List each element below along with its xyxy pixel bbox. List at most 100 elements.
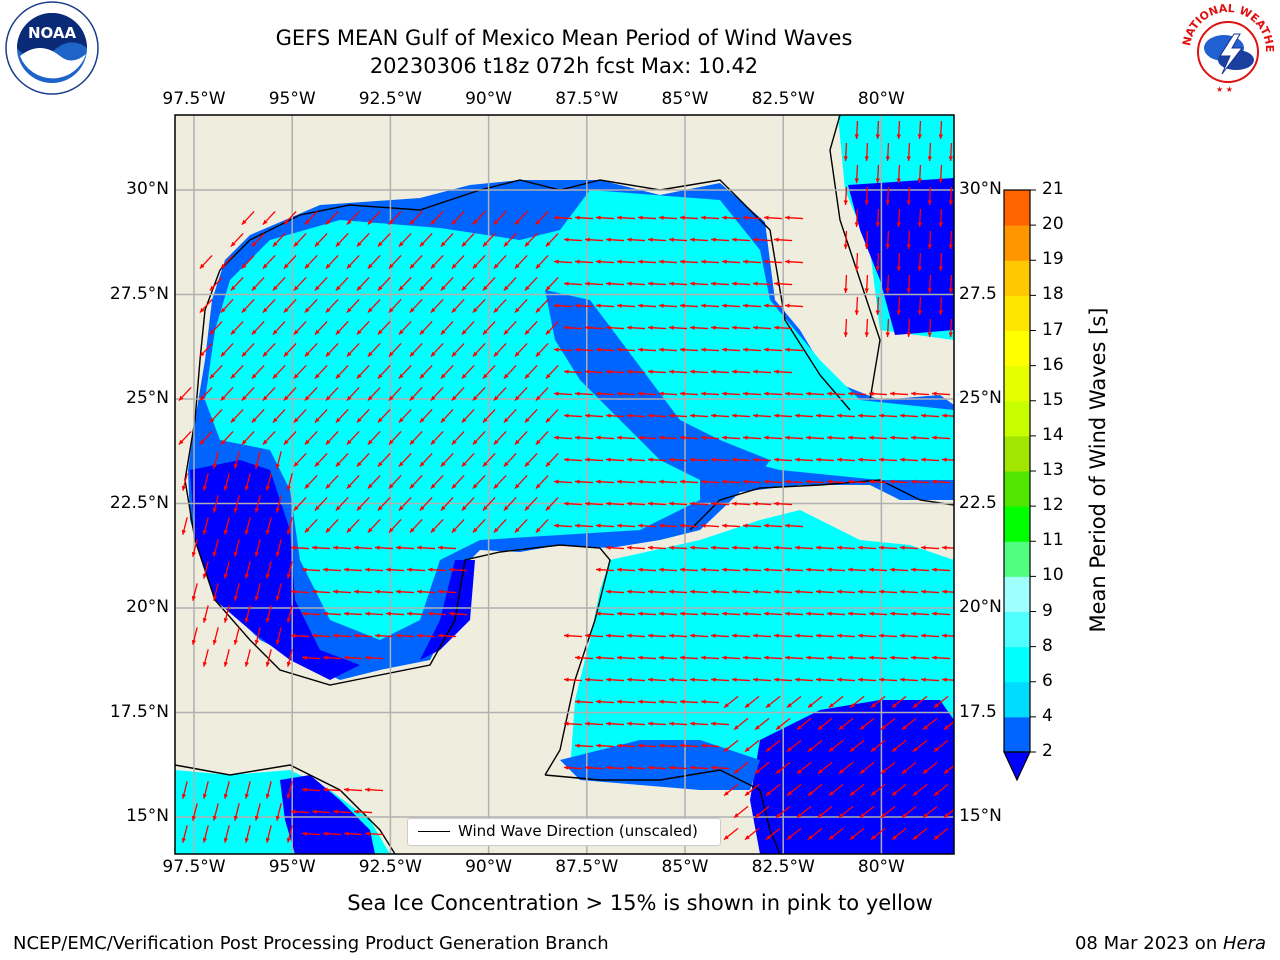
- wind-arrow: [244, 825, 251, 843]
- wind-arrow: [731, 501, 751, 506]
- wind-arrow: [254, 627, 261, 645]
- wind-arrow: [864, 230, 869, 250]
- wind-arrow: [272, 408, 286, 424]
- colorbar-tick-label: 8: [1042, 635, 1053, 656]
- wind-arrow: [322, 787, 342, 792]
- wind-arrow: [377, 452, 391, 468]
- wind-arrow: [931, 567, 951, 572]
- wind-arrow: [202, 517, 209, 535]
- wind-arrow: [765, 827, 781, 841]
- wind-arrow: [493, 474, 507, 490]
- wind-arrow: [637, 699, 657, 704]
- wind-arrow: [374, 633, 394, 638]
- lon-label-top: 82.5°W: [751, 89, 815, 109]
- wind-arrow: [545, 276, 559, 292]
- wind-arrow: [710, 677, 730, 682]
- wind-arrow: [805, 611, 825, 616]
- wind-arrow: [710, 369, 730, 374]
- wind-arrow: [826, 391, 846, 396]
- wind-arrow: [752, 633, 772, 638]
- wind-arrow: [765, 783, 781, 797]
- wind-arrow: [616, 567, 636, 572]
- wind-arrow: [910, 567, 930, 572]
- wind-arrow: [514, 430, 528, 446]
- wind-arrow: [293, 320, 307, 336]
- wind-arrow: [262, 430, 276, 446]
- wind-arrow: [679, 611, 699, 616]
- wind-arrow: [710, 633, 730, 638]
- wind-arrow: [286, 561, 293, 579]
- wind-arrow: [731, 237, 751, 242]
- wind-arrow: [679, 743, 699, 748]
- wind-arrow: [584, 369, 604, 374]
- wind-arrow: [503, 364, 517, 380]
- wind-arrow: [626, 413, 646, 418]
- wind-arrow: [784, 215, 804, 220]
- wind-arrow: [343, 787, 363, 792]
- wind-arrow: [346, 298, 360, 314]
- wind-arrow: [230, 276, 244, 292]
- wind-arrow: [857, 633, 877, 638]
- wind-arrow: [689, 633, 709, 638]
- colorbar-tick-label: 13: [1042, 460, 1064, 480]
- wind-arrow: [679, 435, 699, 440]
- wind-arrow: [847, 655, 867, 660]
- wind-arrow: [752, 369, 772, 374]
- wind-arrow: [920, 545, 940, 550]
- wind-arrow: [796, 805, 812, 819]
- atlantic-deep: [848, 178, 954, 335]
- lon-label-top: 90°W: [465, 89, 513, 109]
- wind-arrow: [773, 677, 793, 682]
- wind-arrow: [763, 215, 783, 220]
- wind-arrow: [493, 342, 507, 358]
- wind-arrow: [786, 783, 802, 797]
- wind-arrow: [377, 232, 391, 248]
- wind-arrow: [700, 391, 720, 396]
- wind-arrow: [367, 430, 381, 446]
- wind-arrow: [689, 721, 709, 726]
- wind-arrow: [896, 252, 901, 272]
- nws-logo: NATIONAL WEATHER SERVICE ★ ★: [1172, 0, 1280, 100]
- wind-arrow: [325, 518, 339, 534]
- wind-arrow: [584, 677, 604, 682]
- wind-arrow: [461, 364, 475, 380]
- wind-arrow: [283, 342, 297, 358]
- wind-arrow: [679, 479, 699, 484]
- wind-arrow: [241, 342, 255, 358]
- wind-arrow: [254, 539, 261, 557]
- wind-arrow: [605, 457, 625, 462]
- wind-arrow: [343, 567, 363, 572]
- wind-arrow: [885, 186, 890, 206]
- lat-label-left: 17.5°N: [109, 701, 169, 722]
- wind-arrow: [472, 254, 486, 270]
- wind-arrow: [325, 210, 339, 226]
- wind-arrow: [524, 452, 538, 468]
- colorbar-segment: [1004, 295, 1030, 331]
- wind-arrow: [773, 501, 793, 506]
- wind-arrow: [744, 739, 760, 753]
- wind-arrow: [191, 539, 198, 557]
- wind-arrow: [545, 232, 559, 248]
- wind-arrow: [836, 413, 856, 418]
- wind-arrow: [637, 567, 657, 572]
- wind-arrow: [244, 473, 251, 491]
- wind-arrow: [731, 457, 751, 462]
- wind-arrow: [668, 237, 688, 242]
- wind-arrow: [920, 633, 940, 638]
- lon-label-bottom: 92.5°W: [358, 857, 422, 877]
- wind-arrow: [241, 210, 255, 226]
- colorbar-tick-label: 18: [1042, 284, 1064, 305]
- lat-label-right: 17.5: [959, 701, 997, 722]
- wind-arrow: [868, 391, 888, 396]
- wind-arrow: [836, 545, 856, 550]
- wind-arrow: [293, 276, 307, 292]
- wind-arrow: [311, 633, 331, 638]
- wind-arrow: [700, 655, 720, 660]
- wind-arrow: [668, 633, 688, 638]
- wind-arrow: [815, 677, 835, 682]
- wind-arrow: [388, 298, 402, 314]
- colorbar-segment: [1004, 681, 1030, 718]
- wind-arrow: [286, 781, 293, 799]
- wind-arrow: [493, 430, 507, 446]
- wind-arrow: [223, 605, 230, 623]
